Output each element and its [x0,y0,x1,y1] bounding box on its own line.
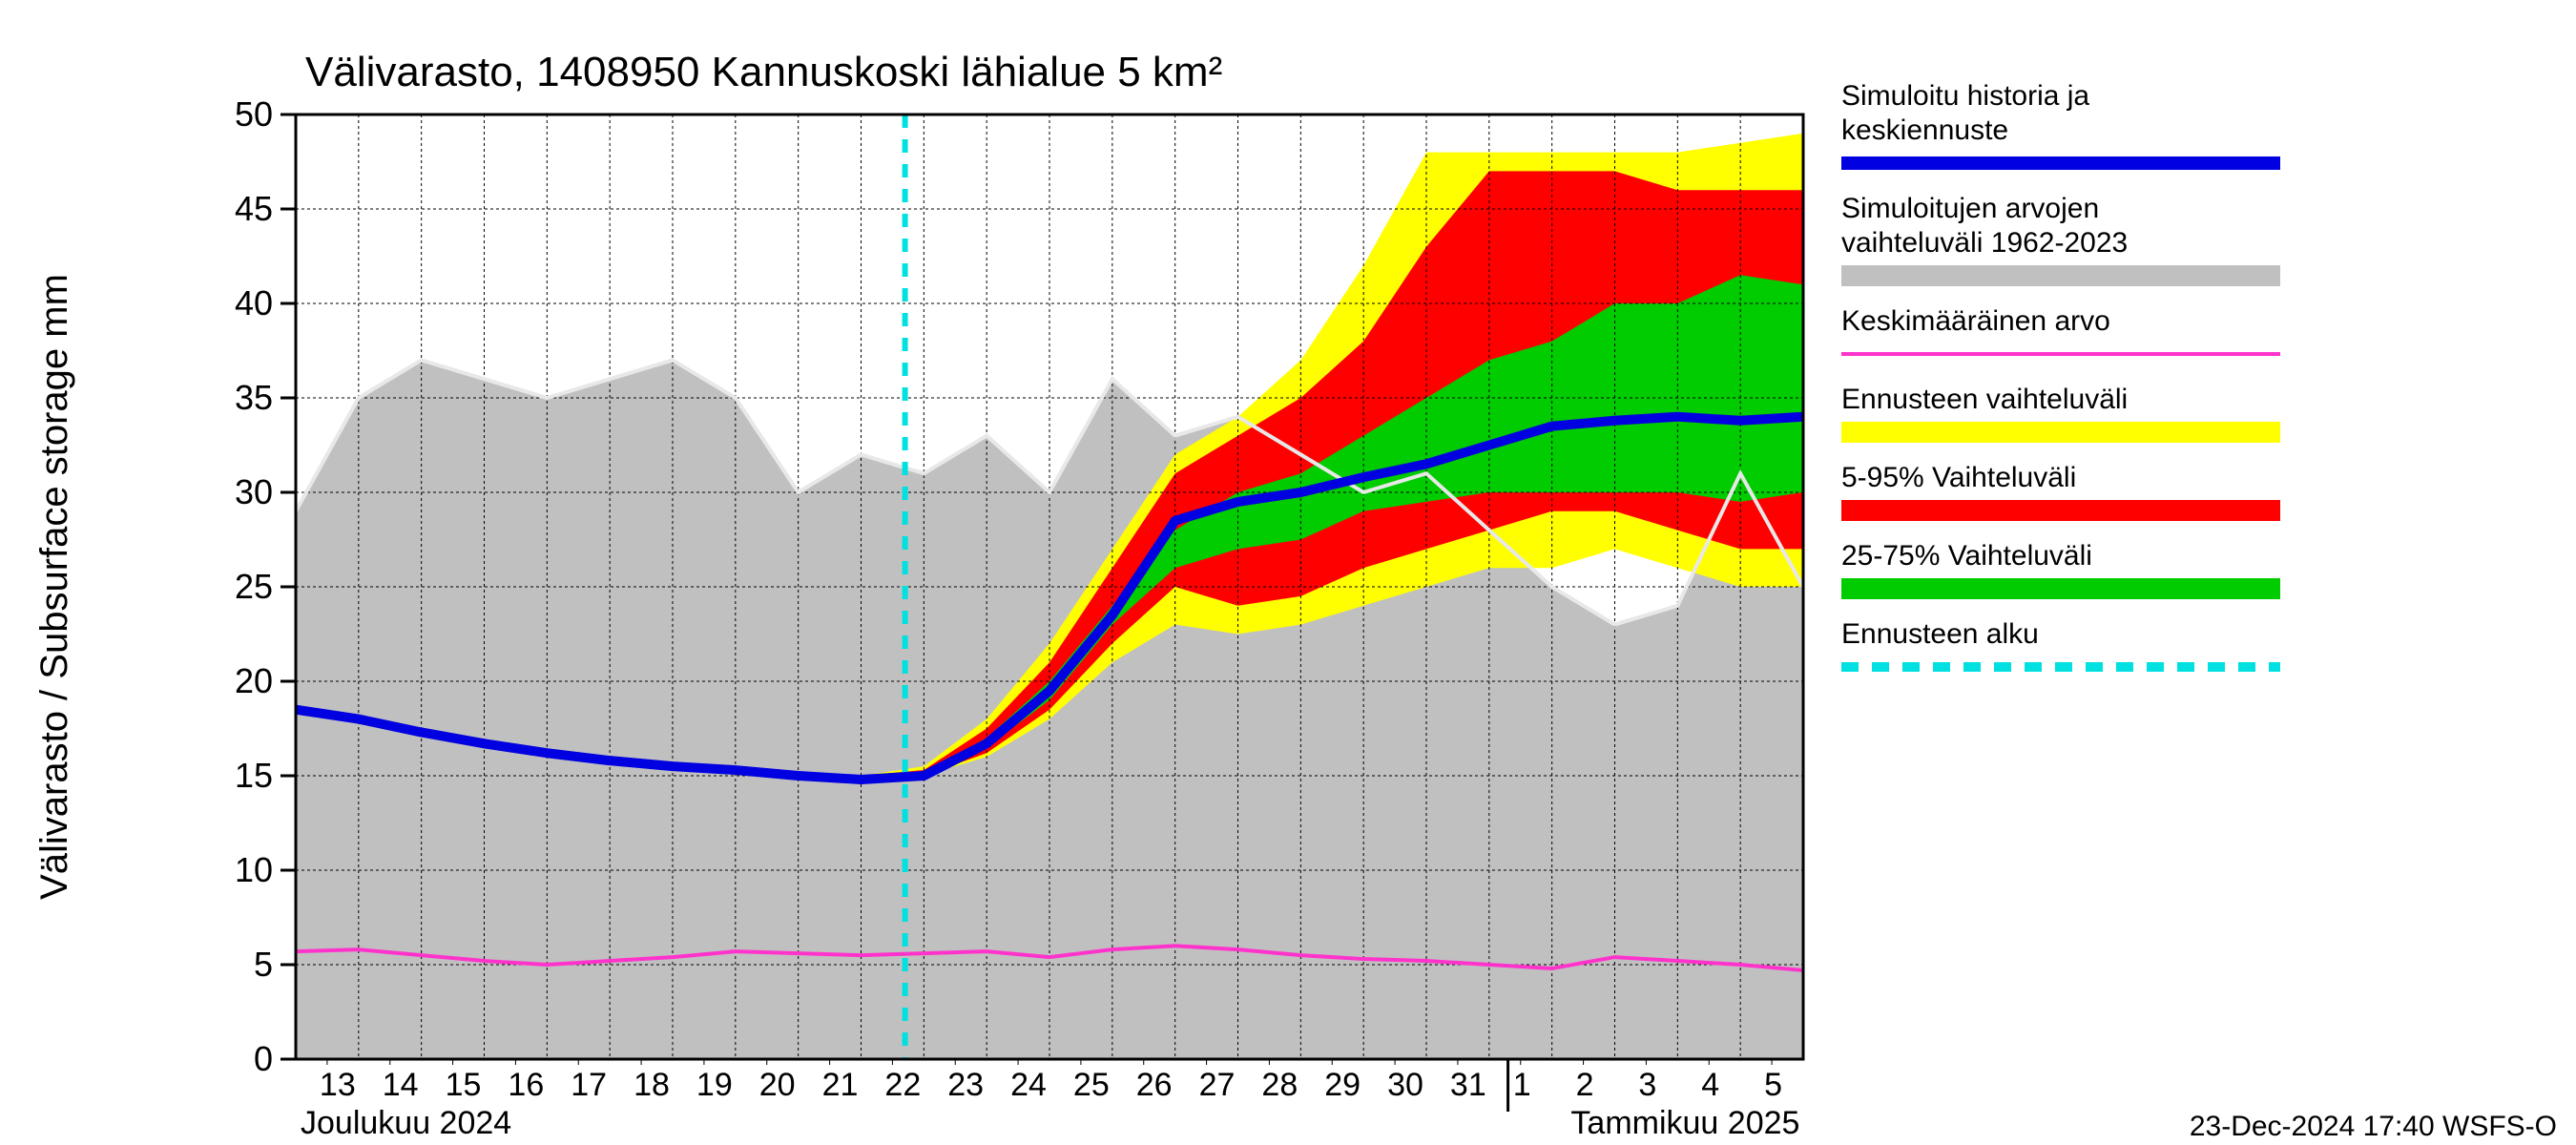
legend-label: Simuloitujen arvojen [1841,193,2099,224]
y-tick-label: 50 [235,94,273,134]
x-day-label: 16 [508,1067,544,1103]
y-tick-label: 40 [235,283,273,323]
legend-label: 25-75% Vaihteluväli [1841,540,2092,572]
x-day-label: 22 [884,1067,921,1103]
x-day-label: 5 [1764,1067,1782,1103]
chart-footer: 23-Dec-2024 17:40 WSFS-O [2190,1111,2557,1142]
y-tick-label: 25 [235,567,273,606]
y-tick-label: 30 [235,472,273,511]
x-day-label: 14 [383,1067,419,1103]
y-tick-label: 10 [235,850,273,889]
month1-label-line2: December [301,1141,450,1145]
x-day-label: 19 [696,1067,733,1103]
x-day-label: 13 [320,1067,356,1103]
legend-swatch [1841,578,2280,599]
x-day-label: 25 [1073,1067,1110,1103]
y-tick-label: 5 [254,945,273,984]
legend-label: Simuloitu historia ja [1841,80,2089,112]
x-day-label: 31 [1450,1067,1486,1103]
legend-label: vaihteluväli 1962-2023 [1841,227,2128,259]
x-day-label: 30 [1387,1067,1423,1103]
month2-label-line1: Tammikuu 2025 [1570,1105,1799,1141]
x-day-label: 27 [1199,1067,1236,1103]
legend-swatch [1841,422,2280,443]
x-day-label: 18 [634,1067,670,1103]
legend-swatch [1841,500,2280,521]
x-day-label: 3 [1638,1067,1656,1103]
month2-label-line2: January [1570,1141,1686,1145]
y-tick-label: 0 [254,1039,273,1078]
x-day-label: 17 [571,1067,607,1103]
legend-swatch [1841,265,2280,286]
legend-label: keskiennuste [1841,114,2008,146]
chart-title: Välivarasto, 1408950 Kannuskoski lähialu… [305,49,1222,95]
x-day-label: 1 [1513,1067,1531,1103]
legend-label: Keskimääräinen arvo [1841,305,2110,337]
x-day-label: 28 [1261,1067,1298,1103]
legend-label: Ennusteen vaihteluväli [1841,384,2128,415]
chart-container: 0510152025303540455013141516171819202122… [0,0,2576,1145]
forecast-chart: 0510152025303540455013141516171819202122… [0,0,2576,1145]
x-day-label: 26 [1136,1067,1173,1103]
x-day-label: 23 [947,1067,984,1103]
month1-label-line1: Joulukuu 2024 [301,1105,511,1141]
x-day-label: 29 [1324,1067,1361,1103]
x-day-label: 4 [1701,1067,1719,1103]
legend-label: Ennusteen alku [1841,618,2039,650]
y-tick-label: 35 [235,378,273,417]
legend-label: 5-95% Vaihteluväli [1841,462,2076,493]
x-day-label: 20 [759,1067,796,1103]
y-tick-label: 20 [235,661,273,700]
x-day-label: 15 [446,1067,482,1103]
x-day-label: 24 [1010,1067,1047,1103]
x-day-label: 2 [1576,1067,1594,1103]
x-day-label: 21 [822,1067,859,1103]
y-tick-label: 45 [235,189,273,228]
y-tick-label: 15 [235,756,273,795]
y-axis-label: Välivarasto / Subsurface storage mm [33,274,75,900]
